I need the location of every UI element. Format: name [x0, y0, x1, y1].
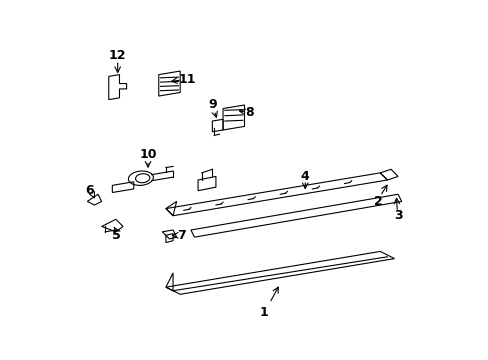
Text: 12: 12 [109, 49, 126, 62]
Text: 10: 10 [139, 148, 157, 162]
Text: 3: 3 [393, 209, 402, 222]
Text: 1: 1 [259, 306, 268, 319]
Text: 9: 9 [207, 99, 216, 112]
Text: 4: 4 [300, 170, 309, 183]
Text: 5: 5 [111, 229, 120, 242]
Text: 11: 11 [178, 73, 196, 86]
Text: 6: 6 [84, 184, 93, 197]
Text: 2: 2 [373, 195, 382, 208]
Text: 8: 8 [245, 106, 254, 120]
Text: 7: 7 [177, 229, 186, 242]
